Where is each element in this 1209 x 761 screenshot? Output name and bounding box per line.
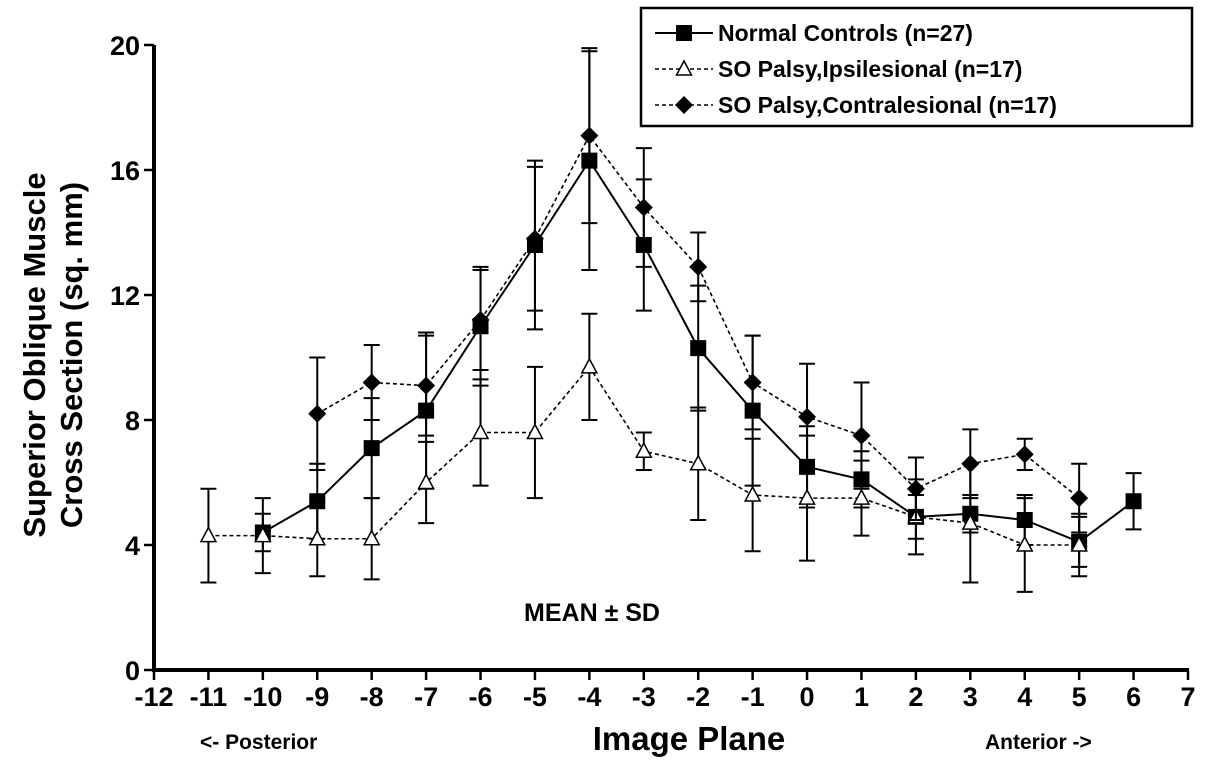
x-tick-label: -6 bbox=[469, 682, 493, 712]
y-tick-label: 12 bbox=[110, 281, 140, 311]
series-so-palsy-ipsilesional-n-17 bbox=[199, 312, 1088, 593]
y-tick-label: 0 bbox=[125, 656, 140, 686]
y-tick-label: 4 bbox=[125, 531, 140, 561]
data-point bbox=[689, 257, 708, 276]
data-point bbox=[199, 526, 218, 543]
data-point bbox=[1015, 445, 1034, 464]
data-point bbox=[526, 422, 544, 440]
data-point bbox=[635, 441, 653, 458]
data-point bbox=[471, 422, 490, 440]
data-point bbox=[254, 526, 272, 543]
x-tick-label: 6 bbox=[1126, 682, 1141, 712]
data-point bbox=[362, 373, 381, 392]
data-point bbox=[580, 357, 599, 374]
data-point bbox=[471, 311, 490, 329]
data-point bbox=[690, 340, 707, 357]
series-so-palsy-contralesional-n-17 bbox=[308, 47, 1089, 534]
x-tick-label: -9 bbox=[305, 682, 329, 712]
data-point bbox=[1070, 535, 1088, 552]
data-point bbox=[580, 126, 599, 145]
legend-label: Normal Controls (n=27) bbox=[718, 20, 973, 46]
data-point bbox=[417, 376, 436, 395]
data-point bbox=[1070, 489, 1089, 508]
legend-marker bbox=[675, 59, 693, 76]
data-point bbox=[798, 407, 817, 426]
data-point bbox=[743, 373, 762, 392]
x-tick-label: -12 bbox=[134, 682, 173, 712]
legend-label: SO Palsy,Contralesional (n=17) bbox=[718, 92, 1057, 118]
data-point bbox=[1015, 535, 1034, 552]
legend-marker bbox=[676, 25, 692, 41]
y-axis-title-line1: Superior Oblique Muscle bbox=[17, 172, 52, 537]
x-tick-label: -10 bbox=[243, 682, 282, 712]
legend-box bbox=[639, 6, 1194, 128]
data-point bbox=[362, 529, 381, 546]
x-tick-label: -4 bbox=[577, 682, 601, 712]
y-axis-title-line2: Cross Section (sq. mm) bbox=[54, 182, 89, 528]
x-tick-label: -8 bbox=[360, 682, 384, 712]
data-point bbox=[852, 488, 871, 505]
x-tick-label: 5 bbox=[1072, 682, 1087, 712]
y-tick-label: 16 bbox=[110, 156, 140, 186]
data-point bbox=[852, 426, 871, 445]
x-tick-label: -5 bbox=[523, 682, 547, 712]
series-layer bbox=[199, 47, 1142, 593]
data-point bbox=[634, 198, 653, 217]
y-tick-label: 8 bbox=[125, 406, 140, 436]
data-point bbox=[906, 479, 925, 498]
legend-label: SO Palsy,Ipsilesional (n=17) bbox=[718, 56, 1022, 82]
x-tick-label: 4 bbox=[1017, 682, 1032, 712]
legend-marker bbox=[675, 96, 693, 114]
x-tick-label: -7 bbox=[414, 682, 438, 712]
x-tick-label: 1 bbox=[854, 682, 869, 712]
data-point bbox=[689, 454, 707, 471]
x-tick-label: 0 bbox=[800, 682, 815, 712]
x-tick-label: 3 bbox=[963, 682, 978, 712]
tick-layer: -12 -11 -10 -9 -8 -7 -6 -5 -4 -3 -2 -1 0 1 2 3 4 5 6 704812… bbox=[110, 31, 1196, 712]
x-tick-label: 2 bbox=[908, 682, 923, 712]
data-point bbox=[961, 513, 980, 530]
data-point bbox=[743, 485, 762, 502]
data-point bbox=[1125, 493, 1142, 510]
axes-layer bbox=[152, 45, 1189, 672]
series-line bbox=[316, 134, 1080, 499]
x-tick-label: -3 bbox=[632, 682, 656, 712]
x-tick-label: 7 bbox=[1180, 682, 1195, 712]
legend-items: Normal Controls (n=27) SO Palsy,Ipsilesio… bbox=[655, 20, 1057, 118]
data-point bbox=[961, 454, 980, 473]
x-tick-label: -11 bbox=[190, 682, 228, 712]
stat-annotation: MEAN ± SD bbox=[524, 599, 660, 627]
legend: Normal Controls (n=27) SO Palsy,Ipsilesio… bbox=[639, 6, 1194, 128]
data-point bbox=[798, 488, 816, 505]
data-point bbox=[525, 229, 544, 248]
x-tick-label: -2 bbox=[686, 682, 710, 712]
anterior-label: Anterior -> bbox=[985, 731, 1092, 754]
data-point bbox=[363, 440, 380, 457]
data-point bbox=[308, 529, 327, 546]
x-tick-label: -1 bbox=[741, 682, 765, 712]
data-point bbox=[308, 404, 327, 423]
posterior-label: <- Posterior bbox=[200, 731, 317, 754]
y-tick-label: 20 bbox=[110, 31, 140, 61]
x-axis-title: Image Plane bbox=[593, 720, 786, 757]
data-point bbox=[417, 472, 435, 490]
